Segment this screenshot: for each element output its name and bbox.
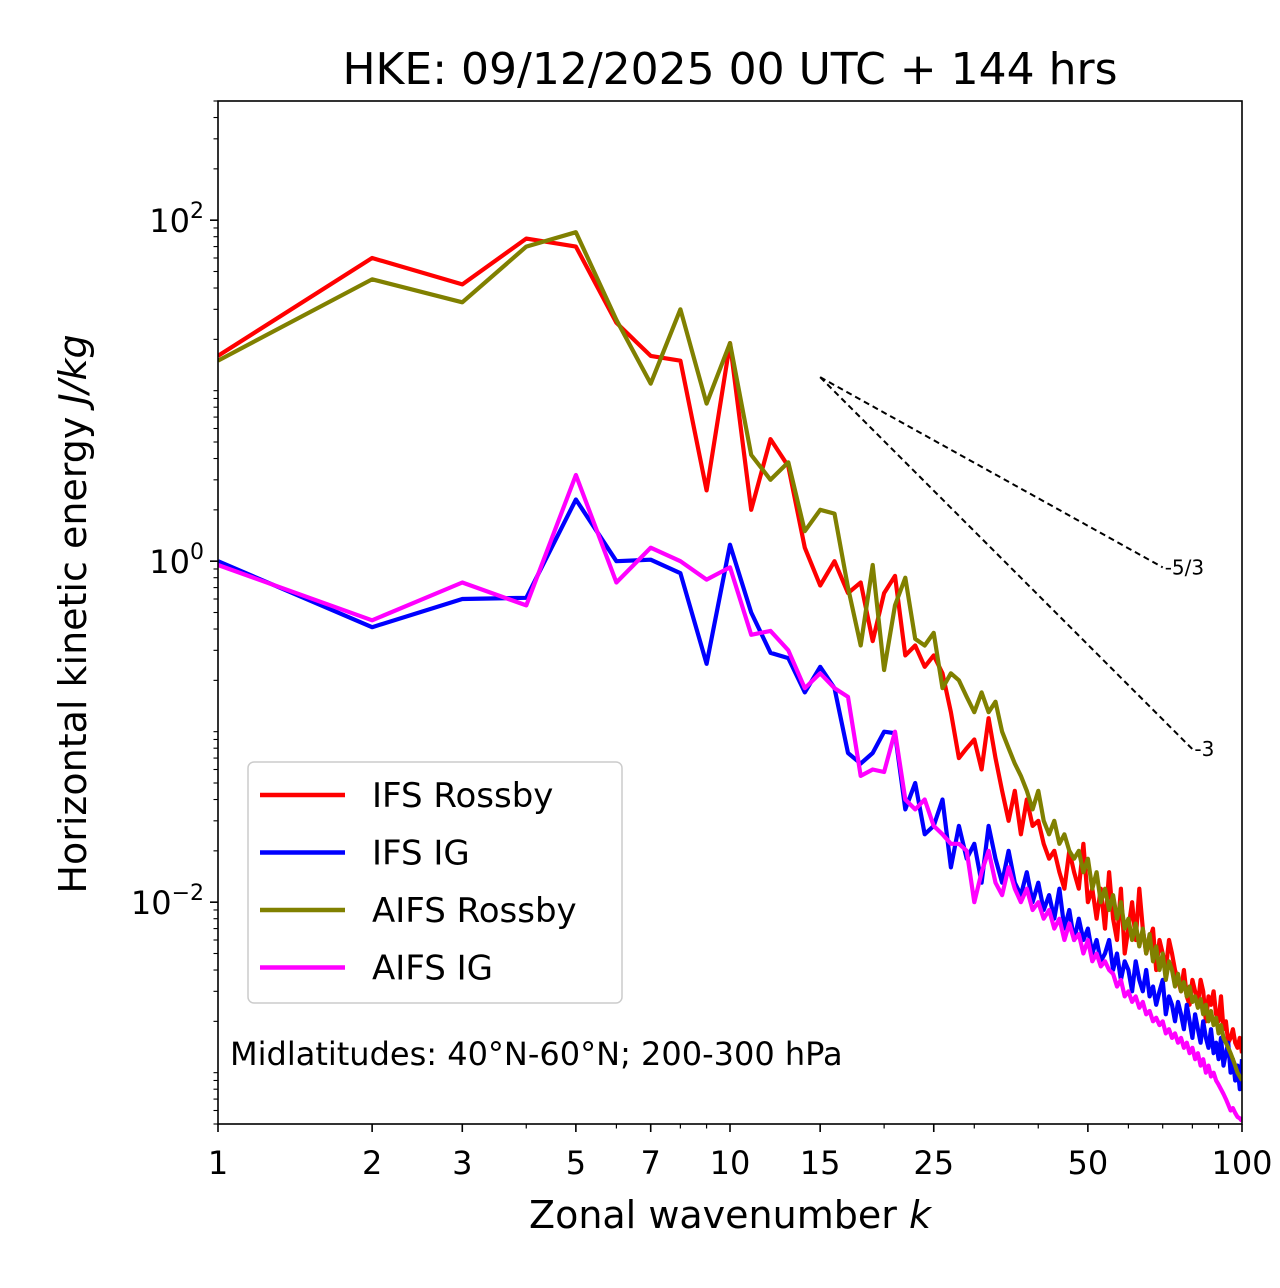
x-tick-label: 100 (1211, 1144, 1272, 1182)
chart-title: HKE: 09/12/2025 00 UTC + 144 hrs (342, 44, 1117, 95)
reference-label-1: -3 (1194, 737, 1214, 761)
x-axis-label-text: Zonal wavenumber (529, 1193, 909, 1237)
x-axis-label: Zonal wavenumber k (529, 1193, 933, 1237)
x-tick-label: 10 (710, 1144, 751, 1182)
reference-line-1 (819, 376, 1194, 750)
series-line-0 (218, 236, 1242, 1054)
x-tick-label: 2 (362, 1144, 382, 1182)
y-tick-label: 102 (149, 199, 204, 240)
x-axis-label-var: k (909, 1193, 933, 1237)
x-tick-label: 25 (913, 1144, 954, 1182)
legend-label-0: IFS Rossby (372, 776, 553, 816)
x-tick-label: 1 (208, 1144, 228, 1182)
axis-ticks: 1 2 3 5 7 10 15 25 50 100 102 100 10−2 (131, 100, 1273, 1182)
series-line-2 (218, 230, 1242, 1082)
x-tick-label: 15 (800, 1144, 841, 1182)
series-layer (218, 230, 1242, 1123)
legend-box (247, 761, 623, 1004)
y-axis-label: Horizontal kinetic energy J/kg (51, 334, 95, 893)
x-tick-label: 50 (1068, 1144, 1109, 1182)
y-tick-label: 10−2 (131, 881, 204, 922)
x-tick-label: 7 (641, 1144, 661, 1182)
x-tick-label: 5 (566, 1144, 586, 1182)
y-axis-label-units: J/kg (51, 334, 95, 411)
y-axis-label-text: Horizontal kinetic energy (51, 405, 95, 894)
series-line-3 (218, 472, 1242, 1123)
legend: IFS Rossby IFS IG AIFS Rossby AIFS IG (247, 761, 623, 1004)
x-tick-label: 3 (452, 1144, 472, 1182)
legend-label-3: AIFS IG (372, 949, 493, 989)
reference-line-0 (819, 376, 1164, 569)
legend-label-2: AIFS Rossby (372, 891, 577, 931)
reference-slopes: -5/3 -3 (819, 376, 1214, 761)
legend-label-1: IFS IG (372, 834, 470, 874)
region-annotation: Midlatitudes: 40°N-60°N; 200-300 hPa (230, 1035, 843, 1073)
reference-label-0: -5/3 (1165, 555, 1204, 579)
y-tick-label: 100 (149, 540, 204, 581)
